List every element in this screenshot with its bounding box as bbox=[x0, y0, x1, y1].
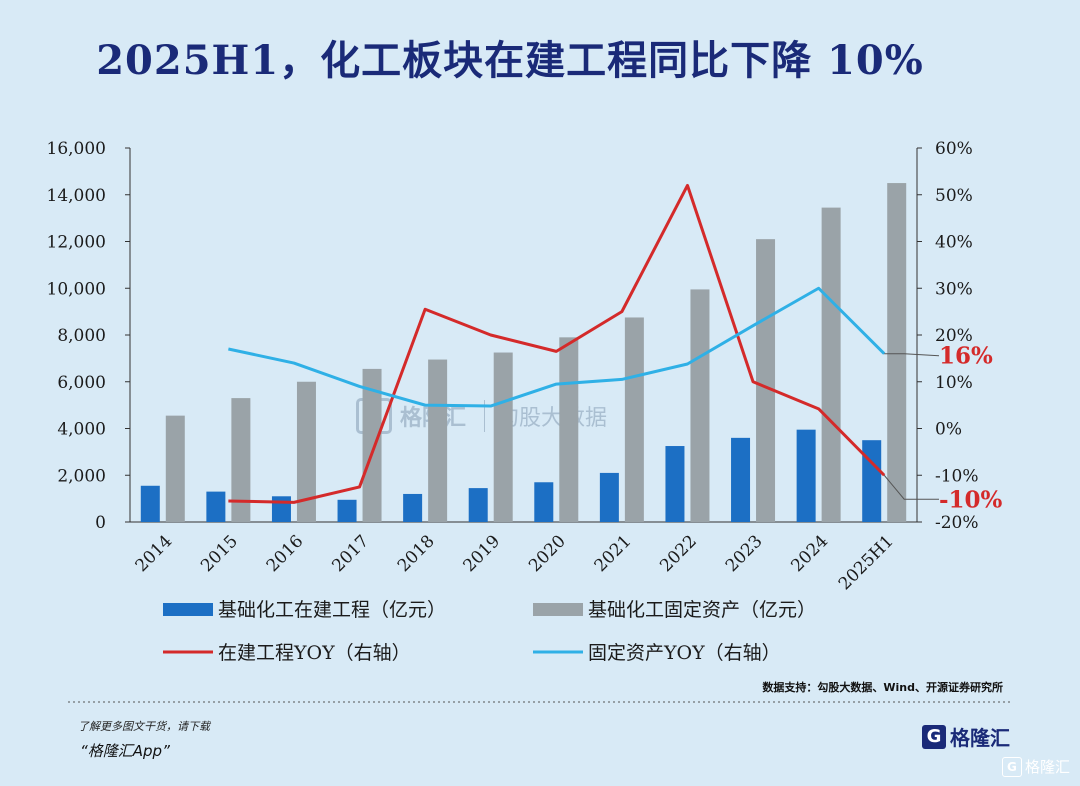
right-tick-label: 40% bbox=[935, 233, 973, 253]
lines bbox=[228, 183, 886, 504]
annotation-leader bbox=[884, 353, 940, 357]
right-tick-label: -20% bbox=[935, 513, 979, 533]
x-tick-label: 2014 bbox=[132, 531, 177, 576]
left-tick-label: 14,000 bbox=[47, 186, 106, 206]
legend-swatch bbox=[163, 603, 213, 616]
chart-title: 2025H1，化工板块在建工程同比下降 10% bbox=[96, 37, 924, 84]
right-axis: -20% -10% 0% 10% 20% 30% 40% 50% 60% bbox=[916, 139, 979, 533]
bar-fixed-assets-2015 bbox=[231, 398, 251, 522]
right-tick-label: 0% bbox=[935, 420, 962, 440]
right-tick-label: 20% bbox=[935, 326, 973, 346]
annotation-label: 16% bbox=[939, 343, 993, 370]
data-source: 数据支持：勾股大数据、Wind、开源证券研究所 bbox=[762, 680, 1003, 694]
right-tick-label: 60% bbox=[935, 139, 973, 159]
right-tick-label: 30% bbox=[935, 279, 973, 299]
bar-fixed-assets-2020 bbox=[559, 337, 579, 522]
x-tick-label: 2018 bbox=[394, 531, 439, 576]
right-tick-label: 50% bbox=[935, 186, 973, 206]
x-tick-label: 2020 bbox=[525, 531, 570, 576]
legend-label: 基础化工在建工程（亿元） bbox=[218, 599, 446, 621]
right-tick-label: 10% bbox=[935, 373, 973, 393]
bar-construction-2018 bbox=[403, 493, 423, 522]
legend: 基础化工在建工程（亿元） 基础化工固定资产（亿元） 在建工程YOY（右轴） 固定资产Y… bbox=[163, 599, 816, 664]
corner-text: 格隆汇 bbox=[1024, 758, 1070, 776]
left-tick-label: 8,000 bbox=[57, 326, 106, 346]
left-tick-label: 4,000 bbox=[57, 420, 106, 440]
left-tick-label: 12,000 bbox=[47, 233, 106, 253]
x-tick-label: 2024 bbox=[787, 531, 832, 576]
x-tick-label: 2017 bbox=[328, 531, 373, 576]
corner-logo-icon: G bbox=[1001, 756, 1022, 777]
bar-fixed-assets-2014 bbox=[165, 415, 185, 522]
bar-fixed-assets-2023 bbox=[756, 239, 776, 522]
annotations: 16% -10% bbox=[883, 343, 1003, 513]
x-tick-label: 2023 bbox=[722, 531, 767, 576]
bar-fixed-assets-2021 bbox=[624, 317, 644, 522]
bar-fixed-assets-2019 bbox=[493, 352, 513, 522]
legend-swatch bbox=[533, 603, 583, 616]
bar-fixed-assets-2025H1 bbox=[887, 183, 907, 522]
corner-watermark: G 格隆汇 bbox=[1001, 756, 1070, 777]
x-tick-label: 2015 bbox=[197, 531, 242, 576]
bar-construction-2022 bbox=[665, 446, 685, 522]
left-tick-label: 6,000 bbox=[57, 373, 106, 393]
left-tick-label: 2,000 bbox=[57, 466, 106, 486]
left-tick-label: 0 bbox=[95, 513, 106, 533]
line-fixed-assets-yoy bbox=[228, 286, 886, 408]
bar-construction-2021 bbox=[599, 472, 619, 522]
x-tick-label: 2019 bbox=[460, 531, 505, 576]
bar-construction-2023 bbox=[731, 437, 751, 522]
bar-construction-2014 bbox=[140, 485, 160, 522]
right-tick-label: -10% bbox=[935, 466, 979, 486]
legend-label: 在建工程YOY（右轴） bbox=[218, 642, 411, 664]
bar-fixed-assets-2022 bbox=[690, 289, 710, 522]
logo: G 格隆汇 bbox=[922, 722, 1010, 751]
logo-icon: G bbox=[922, 724, 946, 749]
legend-label: 基础化工固定资产（亿元） bbox=[588, 599, 816, 621]
x-axis-labels: 2014 2015 2016 2017 2018 2019 2020 2021 2022 2023… bbox=[132, 531, 898, 594]
left-axis: 0 2,000 4,000 6,000 8,000 10,000 12,000 14,000 1… bbox=[47, 139, 917, 533]
footer-app-name: “格隆汇App” bbox=[80, 742, 170, 760]
bars bbox=[140, 183, 907, 522]
x-tick-label: 2022 bbox=[656, 531, 701, 576]
logo-text: 格隆汇 bbox=[950, 726, 1010, 750]
bar-construction-2017 bbox=[337, 499, 357, 522]
bar-construction-2024 bbox=[796, 429, 816, 522]
bar-construction-2019 bbox=[468, 488, 488, 522]
annotation-label: -10% bbox=[939, 486, 1003, 513]
x-tick-label: 2016 bbox=[263, 531, 308, 576]
footer-note: 了解更多图文干货，请下载 bbox=[78, 720, 210, 733]
left-tick-label: 10,000 bbox=[47, 279, 106, 299]
bar-fixed-assets-2018 bbox=[428, 359, 448, 522]
legend-label: 固定资产YOY（右轴） bbox=[588, 642, 781, 664]
bar-construction-2015 bbox=[206, 491, 226, 522]
line-construction-yoy bbox=[228, 183, 886, 504]
watermark-site: 勾股大数据 bbox=[484, 400, 607, 432]
bar-fixed-assets-2024 bbox=[821, 207, 841, 522]
left-tick-label: 16,000 bbox=[47, 139, 106, 159]
bar-fixed-assets-2016 bbox=[296, 381, 316, 522]
bar-construction-2020 bbox=[534, 482, 554, 522]
x-tick-label: 2025H1 bbox=[835, 531, 898, 594]
bar-fixed-assets-2017 bbox=[362, 368, 382, 522]
x-tick-label: 2021 bbox=[591, 531, 636, 576]
bar-construction-2025H1 bbox=[862, 440, 882, 522]
annotation-leader bbox=[883, 474, 939, 500]
bar-construction-2016 bbox=[271, 496, 291, 522]
